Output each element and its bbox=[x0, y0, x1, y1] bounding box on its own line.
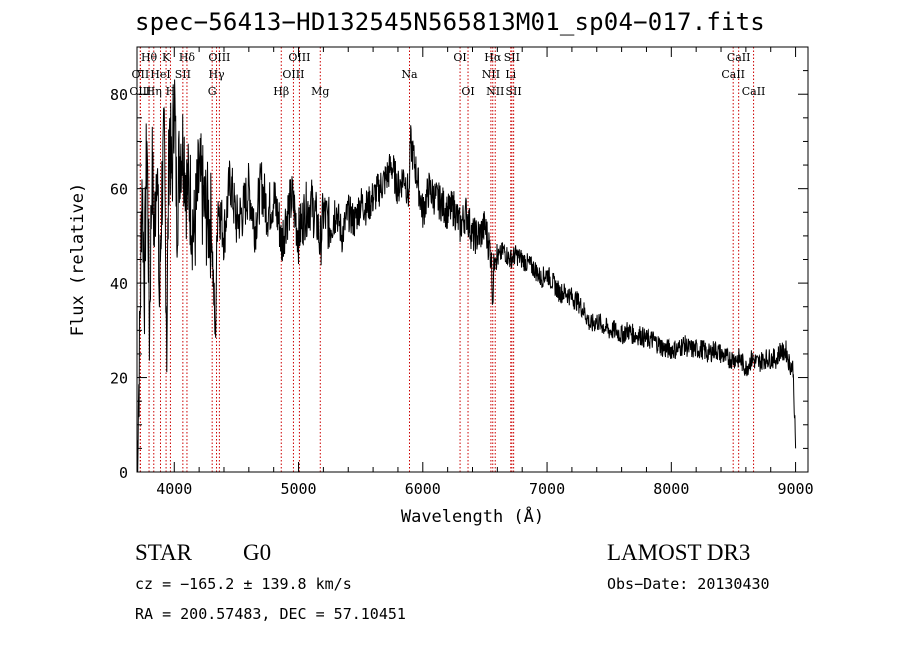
line-label-20: NII bbox=[482, 68, 500, 81]
line-label-14: OIII bbox=[282, 68, 304, 81]
x-axis-label: Wavelength (Å) bbox=[401, 505, 544, 527]
x-tick-label-7000: 7000 bbox=[529, 480, 565, 498]
line-label-16: Na bbox=[401, 68, 418, 81]
y-tick-label-80: 80 bbox=[110, 86, 128, 104]
line-label-23: Li bbox=[505, 68, 516, 81]
y-axis-label: Flux (relative) bbox=[68, 183, 88, 337]
survey-name: LAMOST DR3 bbox=[607, 540, 751, 565]
flux-series-line bbox=[136, 79, 797, 473]
line-label-18: OI bbox=[461, 85, 474, 98]
y-tick-label-40: 40 bbox=[110, 275, 128, 293]
x-tick-label-4000: 4000 bbox=[156, 480, 192, 498]
chart-title: spec−56413−HD132545N565813M01_sp04−017.f… bbox=[135, 8, 765, 36]
x-tick-label-8000: 8000 bbox=[653, 480, 689, 498]
line-label-25: CaII bbox=[727, 51, 751, 64]
y-tick-label-20: 20 bbox=[110, 370, 128, 388]
plot-frame bbox=[136, 46, 809, 473]
line-label-13: OIII bbox=[288, 51, 310, 64]
line-label-4: Hη bbox=[146, 85, 162, 98]
y-tick-label-0: 0 bbox=[119, 464, 128, 482]
line-label-5: HeI bbox=[150, 68, 170, 81]
line-label-10: Hγ bbox=[208, 68, 225, 81]
redshift-velocity: cz = −165.2 ± 139.8 km/s bbox=[135, 575, 352, 593]
line-label-15: Mg bbox=[311, 85, 329, 98]
observation-date: Obs−Date: 20130430 bbox=[607, 575, 770, 593]
line-label-27: CaII bbox=[742, 85, 766, 98]
line-label-19: Hα bbox=[484, 51, 502, 64]
object-subclass: G0 bbox=[243, 540, 272, 565]
y-tick-label-60: 60 bbox=[110, 181, 128, 199]
axes-group: 4000 5000 6000 7000 8000 9000 0 20 40 60 80 bbox=[110, 47, 814, 498]
line-label-8: Hδ bbox=[179, 51, 196, 64]
line-label-9: OIII bbox=[208, 51, 230, 64]
spectral-line-labels: Hθ OII OIII K Hη HeI H SII Hδ OIII Hγ G Hβ OIII OIII Mg… bbox=[129, 51, 765, 98]
line-label-7: SII bbox=[175, 68, 191, 81]
line-label-21: NII bbox=[486, 85, 504, 98]
x-tick-label-5000: 5000 bbox=[280, 480, 316, 498]
x-tick-label-9000: 9000 bbox=[778, 480, 814, 498]
x-tick-label-6000: 6000 bbox=[405, 480, 441, 498]
line-label-26: CaII bbox=[721, 68, 745, 81]
coordinates: RA = 200.57483, DEC = 57.10451 bbox=[135, 605, 406, 623]
spectral-line-markers bbox=[139, 47, 755, 472]
line-label-2: OIII bbox=[129, 85, 151, 98]
object-class: STAR bbox=[135, 540, 192, 565]
line-label-24: SII bbox=[506, 85, 522, 98]
line-label-6: H bbox=[166, 85, 176, 98]
line-label-1: OII bbox=[131, 68, 149, 81]
line-label-0: Hθ bbox=[141, 51, 158, 64]
line-label-3: K bbox=[162, 51, 171, 64]
line-label-11: G bbox=[208, 85, 217, 98]
flux-series-group bbox=[136, 79, 797, 473]
line-label-17: OI bbox=[453, 51, 466, 64]
line-label-12: Hβ bbox=[273, 85, 289, 98]
line-label-22: SII bbox=[504, 51, 520, 64]
